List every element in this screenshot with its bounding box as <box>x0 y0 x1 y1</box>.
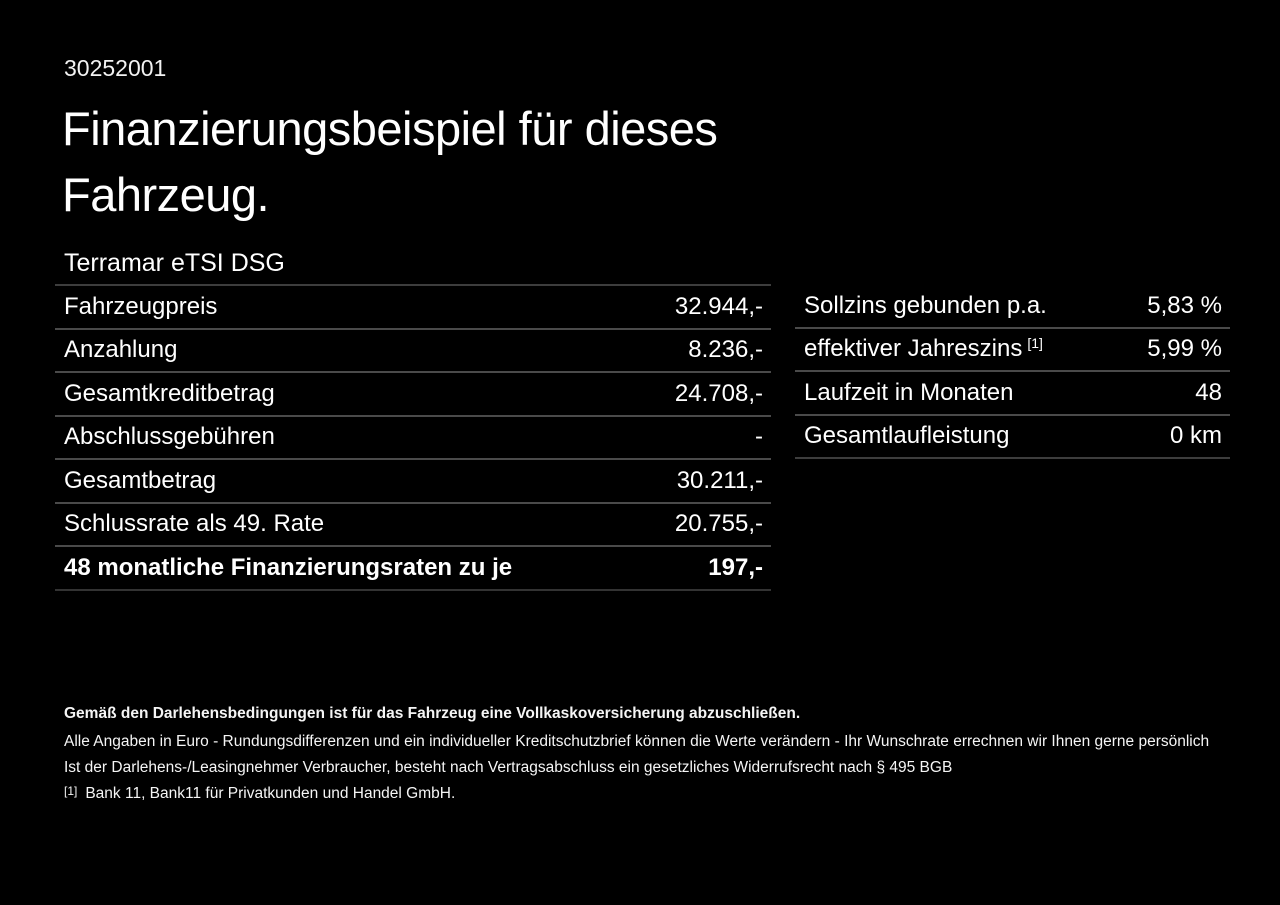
table-row-effektiver-jahreszins: effektiver Jahreszins [1] 5,99 % <box>795 329 1230 372</box>
vehicle-model: Terramar eTSI DSG <box>55 243 771 286</box>
row-value: 5,99 % <box>1147 335 1222 363</box>
row-value: - <box>755 423 763 451</box>
table-row-gesamtlaufleistung: Gesamtlaufleistung 0 km <box>795 416 1230 459</box>
row-value: 5,83 % <box>1147 291 1222 319</box>
row-value: 48 <box>1195 378 1222 406</box>
row-label: Sollzins gebunden p.a. <box>804 291 1047 319</box>
page-title-line1: Finanzierungsbeispiel für dieses <box>62 102 718 155</box>
table-row-gesamtbetrag: Gesamtbetrag 30.211,- <box>55 460 771 504</box>
table-row-anzahlung: Anzahlung 8.236,- <box>55 330 771 373</box>
row-label: Gesamtlaufleistung <box>804 422 1010 450</box>
footnote-text: Bank 11, Bank11 für Privatkunden und Han… <box>85 785 456 802</box>
row-value: 0 km <box>1169 422 1222 450</box>
row-label: 48 monatliche Finanzierungsraten zu je <box>64 553 513 581</box>
row-label: effektiver Jahreszins [1] <box>804 335 1043 363</box>
table-row-abschlussgebuehren: Abschlussgebühren - <box>55 417 771 460</box>
row-value: 197,- <box>708 553 763 581</box>
row-label: Laufzeit in Monaten <box>804 378 1014 406</box>
doc-number: 30252001 <box>64 55 167 81</box>
row-value: 30.211,- <box>676 466 763 494</box>
row-label: Abschlussgebühren <box>64 423 275 451</box>
row-label: Gesamtkreditbetrag <box>64 379 275 407</box>
table-row-monatsrate: 48 monatliche Finanzierungsraten zu je 1… <box>55 547 771 591</box>
row-value: 20.755,- <box>674 510 763 538</box>
footnote-marker: [1] <box>64 784 78 798</box>
disclaimer-line-1: Alle Angaben in Euro - Rundungsdifferenz… <box>64 733 1210 750</box>
table-row-sollzins: Sollzins gebunden p.a. 5,83 % <box>795 285 1230 329</box>
conditions-table: Sollzins gebunden p.a. 5,83 % effektiver… <box>795 285 1230 459</box>
row-label: Fahrzeugpreis <box>64 292 218 320</box>
table-row-fahrzeugpreis: Fahrzeugpreis 32.944,- <box>55 286 771 330</box>
disclaimer-line-2: Ist der Darlehens-/Leasingnehmer Verbrau… <box>64 759 953 776</box>
row-value: 24.708,- <box>674 379 763 407</box>
footnote: [1] Bank 11, Bank11 für Privatkunden und… <box>64 784 1214 804</box>
row-label: Gesamtbetrag <box>64 466 217 494</box>
footer: Gemäß den Darlehensbedingungen ist für d… <box>64 704 1214 804</box>
footnote-superscript: [1] <box>1027 335 1043 352</box>
row-label: Anzahlung <box>64 336 178 364</box>
row-value: 8.236,- <box>688 336 763 364</box>
vehicle-model-label: Terramar eTSI DSG <box>64 249 285 277</box>
row-value: 32.944,- <box>674 292 763 320</box>
page-title: Finanzierungsbeispiel für dieses Fahrzeu… <box>62 96 718 228</box>
table-row-schlussrate: Schlussrate als 49. Rate 20.755,- <box>55 504 771 547</box>
row-label: Schlussrate als 49. Rate <box>64 510 325 538</box>
finance-table: Terramar eTSI DSG Fahrzeugpreis 32.944,-… <box>55 243 771 591</box>
table-row-gesamtkreditbetrag: Gesamtkreditbetrag 24.708,- <box>55 373 771 417</box>
table-row-laufzeit: Laufzeit in Monaten 48 <box>795 372 1230 416</box>
insurance-note: Gemäß den Darlehensbedingungen ist für d… <box>64 705 801 722</box>
page-title-line2: Fahrzeug. <box>62 168 270 221</box>
